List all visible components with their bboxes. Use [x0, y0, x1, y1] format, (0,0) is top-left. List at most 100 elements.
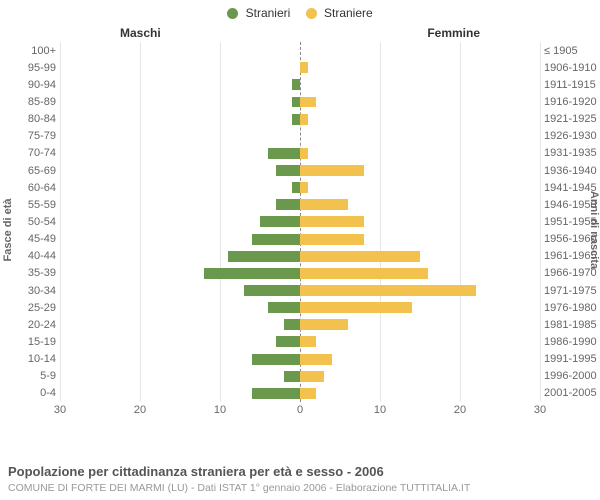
- bar-male: [252, 388, 300, 399]
- birth-year-label: 1951-1955: [544, 216, 598, 228]
- pyramid-row: 25-291976-1980: [60, 299, 540, 316]
- bar-female: [300, 268, 428, 279]
- pyramid-row: 50-541951-1955: [60, 213, 540, 230]
- pyramid-row: 10-141991-1995: [60, 351, 540, 368]
- birth-year-label: 1906-1910: [544, 62, 598, 74]
- birth-year-label: 1916-1920: [544, 96, 598, 108]
- age-label: 55-59: [8, 199, 56, 211]
- age-label: 20-24: [8, 319, 56, 331]
- bar-female: [300, 62, 308, 73]
- bar-female: [300, 371, 324, 382]
- birth-year-label: 1956-1960: [544, 233, 598, 245]
- pyramid-row: 65-691936-1940: [60, 162, 540, 179]
- bar-male: [268, 302, 300, 313]
- age-label: 35-39: [8, 267, 56, 279]
- bar-male: [252, 234, 300, 245]
- bar-male: [292, 97, 300, 108]
- pyramid-row: 80-841921-1925: [60, 111, 540, 128]
- bar-male: [244, 285, 300, 296]
- birth-year-label: 1936-1940: [544, 165, 598, 177]
- age-label: 95-99: [8, 62, 56, 74]
- bar-female: [300, 302, 412, 313]
- chart-title: Popolazione per cittadinanza straniera p…: [8, 464, 592, 479]
- bar-male: [260, 216, 300, 227]
- bar-female: [300, 336, 316, 347]
- birth-year-label: 1976-1980: [544, 302, 598, 314]
- pyramid-row: 90-941911-1915: [60, 76, 540, 93]
- bar-female: [300, 354, 332, 365]
- bar-male: [284, 319, 300, 330]
- legend-label-female: Straniere: [324, 6, 373, 20]
- bar-female: [300, 199, 348, 210]
- birth-year-label: 1996-2000: [544, 370, 598, 382]
- age-label: 0-4: [8, 387, 56, 399]
- legend-item-female: Straniere: [306, 6, 373, 20]
- bar-female: [300, 97, 316, 108]
- legend-swatch-female: [306, 8, 317, 19]
- legend: Stranieri Straniere: [0, 6, 600, 20]
- side-title-female: Femmine: [427, 26, 480, 40]
- bar-female: [300, 251, 420, 262]
- side-title-male: Maschi: [120, 26, 161, 40]
- grid-line: [540, 42, 541, 402]
- pyramid-row: 0-42001-2005: [60, 385, 540, 402]
- pyramid-row: 70-741931-1935: [60, 145, 540, 162]
- bar-male: [276, 199, 300, 210]
- pyramid-row: 45-491956-1960: [60, 231, 540, 248]
- age-label: 50-54: [8, 216, 56, 228]
- pyramid-row: 85-891916-1920: [60, 93, 540, 110]
- birth-year-label: ≤ 1905: [544, 45, 598, 57]
- bar-female: [300, 234, 364, 245]
- birth-year-label: 1931-1935: [544, 147, 598, 159]
- age-label: 75-79: [8, 130, 56, 142]
- birth-year-label: 1921-1925: [544, 113, 598, 125]
- age-label: 5-9: [8, 370, 56, 382]
- pyramid-row: 35-391966-1970: [60, 265, 540, 282]
- x-axis: 3020100102030: [60, 402, 540, 420]
- bar-female: [300, 165, 364, 176]
- birth-year-label: 1986-1990: [544, 336, 598, 348]
- bar-male: [292, 79, 300, 90]
- bar-male: [228, 251, 300, 262]
- bar-female: [300, 216, 364, 227]
- age-label: 85-89: [8, 96, 56, 108]
- birth-year-label: 1926-1930: [544, 130, 598, 142]
- chart-subtitle: COMUNE DI FORTE DEI MARMI (LU) - Dati IS…: [8, 482, 592, 494]
- x-tick: 10: [214, 404, 226, 416]
- age-label: 45-49: [8, 233, 56, 245]
- x-tick: 20: [134, 404, 146, 416]
- birth-year-label: 1981-1985: [544, 319, 598, 331]
- birth-year-label: 1946-1950: [544, 199, 598, 211]
- bar-female: [300, 148, 308, 159]
- age-label: 100+: [8, 45, 56, 57]
- rows-container: 100+≤ 190595-991906-191090-941911-191585…: [60, 42, 540, 402]
- birth-year-label: 1961-1965: [544, 250, 598, 262]
- age-label: 30-34: [8, 285, 56, 297]
- age-label: 90-94: [8, 79, 56, 91]
- bar-male: [292, 114, 300, 125]
- y-axis-title-left: Fasce di età: [2, 180, 14, 280]
- birth-year-label: 1966-1970: [544, 267, 598, 279]
- bar-female: [300, 388, 316, 399]
- title-block: Popolazione per cittadinanza straniera p…: [8, 464, 592, 494]
- bar-female: [300, 182, 308, 193]
- bar-female: [300, 319, 348, 330]
- birth-year-label: 1991-1995: [544, 353, 598, 365]
- bar-male: [284, 371, 300, 382]
- bar-male: [276, 336, 300, 347]
- population-pyramid-chart: Stranieri Straniere Maschi Femmine Fasce…: [0, 0, 600, 500]
- bar-male: [268, 148, 300, 159]
- x-tick: 30: [54, 404, 66, 416]
- age-label: 25-29: [8, 302, 56, 314]
- age-label: 40-44: [8, 250, 56, 262]
- bar-male: [292, 182, 300, 193]
- pyramid-row: 15-191986-1990: [60, 333, 540, 350]
- bar-female: [300, 285, 476, 296]
- legend-label-male: Stranieri: [246, 6, 291, 20]
- x-tick: 10: [374, 404, 386, 416]
- bar-female: [300, 114, 308, 125]
- bar-male: [204, 268, 300, 279]
- pyramid-row: 100+≤ 1905: [60, 42, 540, 59]
- pyramid-row: 40-441961-1965: [60, 248, 540, 265]
- pyramid-row: 95-991906-1910: [60, 59, 540, 76]
